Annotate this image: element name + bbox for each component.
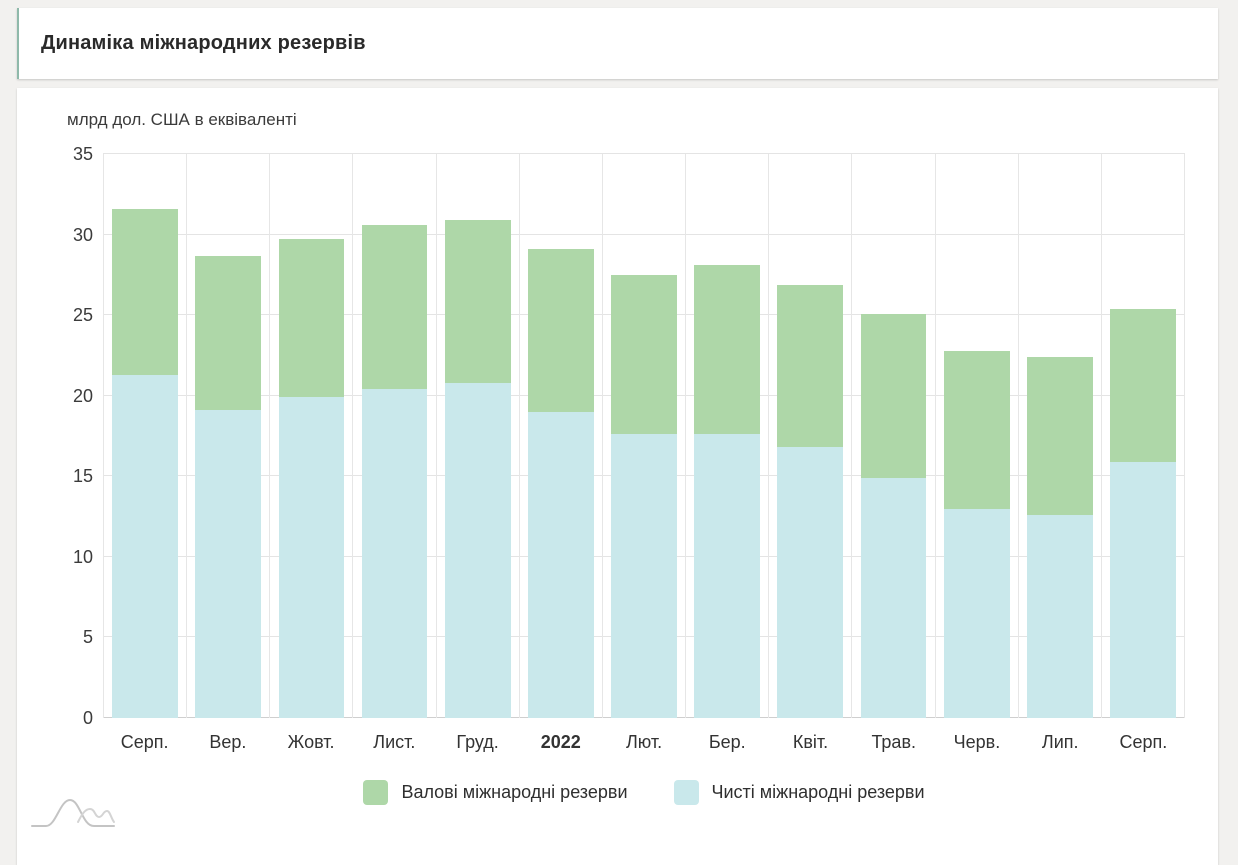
- x-tick-label: Груд.: [456, 732, 499, 752]
- bar-segment-net[interactable]: [777, 447, 844, 718]
- y-tick-label: 20: [72, 385, 93, 406]
- bar-segment-net[interactable]: [444, 382, 511, 718]
- y-axis-unit-label: млрд дол. США в еквіваленті: [67, 110, 297, 129]
- bar-column: [270, 154, 354, 718]
- bar-segment-net[interactable]: [527, 411, 594, 718]
- bar-segment-net[interactable]: [361, 389, 428, 718]
- chart-card: млрд дол. США в еквіваленті 0 5 10 15 20 25 30…: [17, 88, 1218, 865]
- bar-column: [437, 154, 520, 718]
- bar-segment-net[interactable]: [943, 508, 1010, 718]
- y-tick-label: 0: [82, 708, 93, 728]
- bar-segment-gross[interactable]: [1026, 357, 1093, 515]
- bar-segment-gross[interactable]: [777, 284, 844, 448]
- x-tick-label: Квіт.: [792, 732, 829, 752]
- gridline: [103, 153, 1185, 154]
- bar-column: [769, 154, 853, 718]
- x-tick-label: Лип.: [1041, 732, 1079, 752]
- bar-segment-gross[interactable]: [527, 249, 594, 412]
- bar-segment-gross[interactable]: [112, 208, 178, 375]
- bar-segment-net[interactable]: [1110, 461, 1176, 718]
- bar-segment-net[interactable]: [112, 374, 178, 718]
- x-tick-label: Лист.: [373, 732, 416, 752]
- bar-segment-net[interactable]: [860, 477, 927, 718]
- bar-segment-net[interactable]: [1026, 514, 1093, 718]
- legend-item-gross[interactable]: Валові міжнародні резерви: [363, 780, 628, 805]
- bar-column: [936, 154, 1019, 718]
- x-axis: Серп. Вер. Жовт. Лист. Груд. 2022 Лют. Бер. Квіт…: [103, 732, 1185, 753]
- gridline: [103, 233, 1185, 235]
- y-axis: 0 5 10 15 20 25 30 35: [17, 144, 93, 728]
- bar-column: [353, 154, 437, 718]
- bar-segment-gross[interactable]: [611, 274, 677, 435]
- bars: [103, 154, 1186, 718]
- x-tick-label: Серп.: [120, 732, 169, 752]
- y-tick-label: 15: [72, 466, 93, 487]
- y-tick-label: 35: [72, 144, 93, 164]
- x-tick-label: Черв.: [953, 732, 1001, 752]
- bar-segment-gross[interactable]: [278, 239, 345, 398]
- bar-segment-net[interactable]: [278, 397, 345, 718]
- bar-column: [1102, 154, 1186, 718]
- bar-segment-gross[interactable]: [195, 255, 262, 411]
- bar-segment-net[interactable]: [611, 434, 677, 718]
- bar-segment-net[interactable]: [195, 410, 262, 718]
- x-tick-label: Вер.: [209, 732, 247, 752]
- x-tick-label: Серп.: [1119, 732, 1168, 752]
- bar-column: [520, 154, 603, 718]
- legend-label: Чисті міжнародні резерви: [711, 782, 925, 802]
- bar-segment-gross[interactable]: [860, 313, 927, 478]
- x-tick-label: Лют.: [625, 732, 663, 752]
- bar-column: [686, 154, 770, 718]
- legend-label: Валові міжнародні резерви: [401, 782, 628, 802]
- y-tick-label: 10: [72, 546, 93, 567]
- bar-segment-gross[interactable]: [1110, 308, 1176, 462]
- legend-item-net[interactable]: Чисті міжнародні резерви: [673, 780, 925, 805]
- bar-column: [852, 154, 936, 718]
- legend-swatch: [673, 780, 699, 805]
- bar-segment-gross[interactable]: [694, 265, 761, 435]
- x-tick-label: Бер.: [708, 732, 746, 752]
- bar-column: [603, 154, 687, 718]
- hills-wave-logo-icon: [31, 798, 115, 827]
- legend: Валові міжнародні резерви Чисті міжнародн…: [103, 780, 1185, 805]
- bar-segment-gross[interactable]: [943, 350, 1010, 509]
- page-title: Динаміка міжнародних резервів: [41, 32, 366, 54]
- bar-segment-net[interactable]: [694, 434, 761, 718]
- plot-area: [103, 153, 1186, 718]
- x-tick-label: Жовт.: [287, 732, 335, 752]
- x-tick-label: Трав.: [871, 732, 917, 752]
- legend-swatch: [363, 780, 389, 805]
- bar-segment-gross[interactable]: [444, 220, 511, 383]
- bar-column: [1019, 154, 1102, 718]
- bar-column: [103, 154, 188, 718]
- bar-column: [187, 154, 271, 718]
- y-tick-label: 30: [72, 224, 93, 245]
- bar-segment-gross[interactable]: [361, 224, 428, 390]
- x-tick-label: 2022: [540, 732, 581, 752]
- y-tick-label: 25: [72, 305, 93, 326]
- y-tick-label: 5: [82, 627, 93, 648]
- chart-title-card: Динаміка міжнародних резервів: [17, 8, 1218, 79]
